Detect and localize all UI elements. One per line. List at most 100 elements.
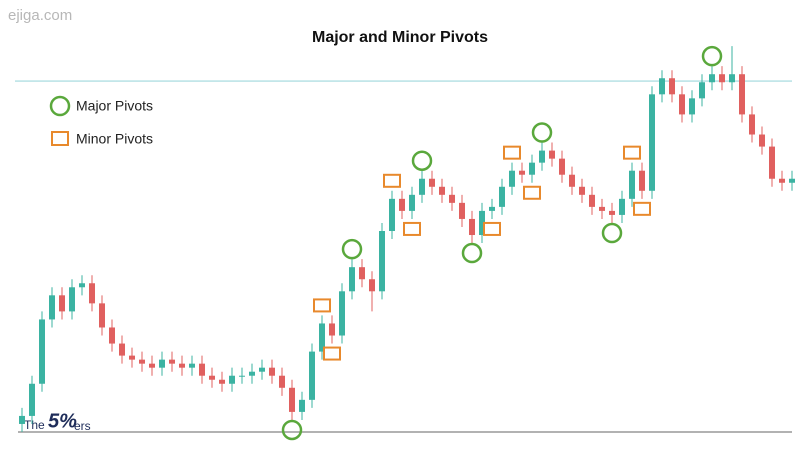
candle-body [49, 295, 55, 320]
candle-body [619, 198, 625, 215]
chart-title: Major and Minor Pivots [312, 29, 488, 46]
candle-body [149, 363, 155, 368]
candle-body [349, 267, 355, 292]
candle-body [99, 303, 105, 328]
candle-body [169, 359, 175, 364]
candle-body [739, 74, 745, 115]
candle-body [679, 94, 685, 115]
candle-body [139, 359, 145, 364]
candle-body [69, 287, 75, 312]
minor-pivot [523, 185, 541, 200]
candle-body [389, 198, 395, 231]
candle-body [399, 198, 405, 211]
candle-body [369, 279, 375, 292]
legend-symbol [51, 131, 69, 146]
candle-body [639, 170, 645, 191]
candle-body [569, 174, 575, 187]
major-pivot [411, 150, 433, 171]
candle-body [339, 291, 345, 336]
candle-body [489, 206, 495, 211]
candle-body [699, 82, 705, 99]
candle-body [499, 186, 505, 207]
candle-body [199, 363, 205, 376]
candle-body [449, 194, 455, 203]
candle-body [179, 363, 185, 368]
candle-body [769, 146, 775, 179]
legend-symbol [49, 95, 71, 117]
candle-body [259, 367, 265, 372]
candle-body [229, 375, 235, 384]
candle-body [789, 178, 795, 183]
candle-body [529, 162, 535, 175]
candle-body [239, 375, 245, 377]
candle-body [419, 178, 425, 195]
major-pivot [461, 242, 483, 264]
candle-body [779, 178, 785, 183]
candle-body [219, 379, 225, 384]
candle-body [129, 355, 135, 360]
candle-body [209, 375, 215, 380]
candle-body [439, 186, 445, 195]
candle-body [509, 170, 515, 187]
candle-body [319, 323, 325, 352]
candle-body [429, 178, 435, 187]
candle-body [269, 367, 275, 376]
minor-pivot [323, 346, 341, 361]
major-pivot [531, 122, 553, 143]
legend-label: Minor Pivots [76, 131, 153, 147]
candle-body [469, 218, 475, 236]
candle-body [29, 383, 35, 416]
candle-body [249, 371, 255, 376]
candle-body [39, 319, 45, 384]
candle-body [189, 363, 195, 368]
minor-pivot [503, 145, 521, 160]
candle-body [459, 202, 465, 219]
candle-body [289, 387, 295, 412]
candle-body [649, 94, 655, 191]
logo-suffix: ers [74, 419, 91, 433]
candle-body [729, 74, 735, 83]
candle-body [409, 194, 415, 211]
watermark: ejiga.com [8, 7, 72, 24]
candle-body [479, 210, 485, 236]
candle-body [589, 194, 595, 207]
minor-pivot [403, 221, 421, 236]
candle-body [59, 295, 65, 312]
minor-pivot [633, 201, 651, 216]
candle-body [359, 267, 365, 280]
candle-body [629, 170, 635, 199]
candle-body [119, 343, 125, 356]
major-pivot [341, 238, 363, 260]
minor-pivot [383, 173, 401, 188]
candle-body [519, 170, 525, 175]
candle-body [109, 327, 115, 344]
candle-body [709, 74, 715, 83]
major-pivot [281, 419, 303, 441]
candle-body [719, 74, 725, 83]
legend-label: Major Pivots [76, 98, 153, 114]
logo-mark: 5% [48, 410, 77, 432]
minor-pivot [313, 298, 331, 313]
candle-body [559, 158, 565, 175]
minor-pivot [483, 221, 501, 236]
minor-pivot [623, 145, 641, 160]
candle-body [749, 114, 755, 135]
logo-prefix: The [24, 418, 45, 432]
candle-body [669, 78, 675, 95]
major-pivot [601, 222, 623, 244]
candle-body [599, 206, 605, 211]
candle-body [379, 231, 385, 292]
candle-body [689, 98, 695, 115]
candle-body [609, 210, 615, 215]
candle-body [579, 186, 585, 195]
candle-body [309, 351, 315, 400]
candle-body [159, 359, 165, 368]
candle-body [759, 134, 765, 147]
major-pivot [701, 45, 723, 67]
candle-body [539, 150, 545, 163]
candle-body [549, 150, 555, 159]
candle-body [279, 375, 285, 388]
candle-body [89, 283, 95, 304]
candle-body [19, 415, 25, 424]
